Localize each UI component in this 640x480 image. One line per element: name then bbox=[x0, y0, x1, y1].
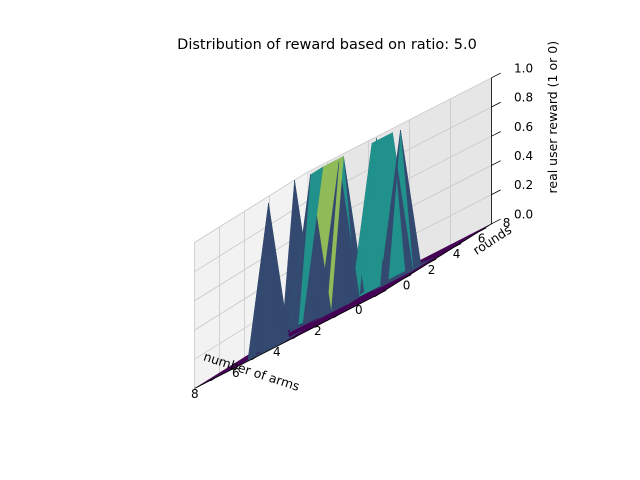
z-tick-label: 0.8 bbox=[514, 91, 533, 105]
z-tick bbox=[491, 131, 501, 137]
y-tick-label: 6 bbox=[478, 232, 486, 246]
y-tick-label: 0 bbox=[403, 278, 411, 292]
y-tick bbox=[478, 227, 487, 232]
surface bbox=[194, 129, 492, 389]
left-grid-line bbox=[194, 230, 308, 302]
chart-title: Distribution of reward based on ratio: 5… bbox=[177, 37, 477, 53]
x-tick bbox=[251, 356, 257, 361]
z-tick-label: 0.6 bbox=[514, 120, 533, 134]
z-tick-label: 0.4 bbox=[514, 149, 533, 163]
z-axis-label: real user reward (1 or 0) bbox=[545, 41, 560, 194]
x-tick-label: 4 bbox=[273, 345, 281, 359]
x-tick bbox=[333, 314, 339, 319]
z-tick-label: 0.0 bbox=[514, 207, 533, 221]
back-grid-line bbox=[306, 77, 492, 173]
y-tick bbox=[428, 258, 437, 264]
z-tick-label: 0.2 bbox=[514, 178, 533, 192]
y-tick-label: 4 bbox=[453, 247, 461, 261]
x-tick bbox=[292, 335, 298, 340]
x-tick-label: 6 bbox=[232, 366, 240, 380]
z-tick bbox=[491, 101, 501, 108]
x-tick bbox=[210, 377, 216, 382]
x-tick-label: 2 bbox=[314, 324, 322, 338]
left-grid-line bbox=[194, 171, 308, 243]
y-axis-line bbox=[378, 223, 492, 295]
left-grid-line bbox=[194, 201, 308, 273]
z-tick bbox=[491, 160, 501, 166]
z-tick-label: 1.0 bbox=[514, 61, 533, 75]
z-tick bbox=[491, 218, 501, 225]
x-axis-line bbox=[194, 293, 380, 389]
y-tick-label: 8 bbox=[503, 216, 511, 230]
y-tick-label: 2 bbox=[428, 263, 436, 277]
y-tick bbox=[378, 289, 387, 295]
x-tick bbox=[374, 293, 380, 298]
z-tick bbox=[491, 72, 501, 79]
y-tick bbox=[453, 243, 462, 248]
y-tick bbox=[403, 274, 412, 279]
x-tick-label: 0 bbox=[355, 303, 363, 317]
x-tick-label: 8 bbox=[191, 387, 199, 401]
z-tick bbox=[491, 189, 501, 195]
